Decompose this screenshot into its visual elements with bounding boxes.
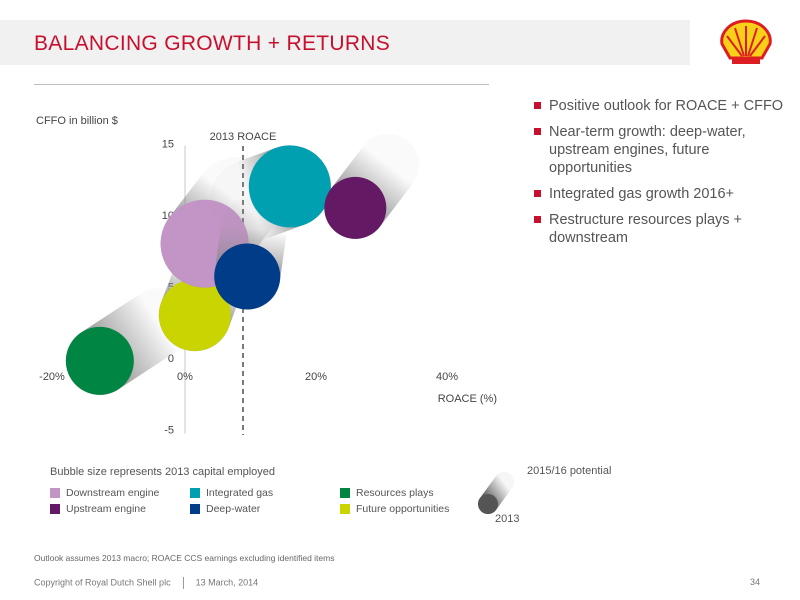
- x-axis-label: ROACE (%): [438, 393, 497, 405]
- title-rule: [34, 84, 489, 85]
- legend-label: Future opportunities: [356, 503, 450, 515]
- legend-swatch: [340, 488, 350, 498]
- legend-note: Bubble size represents 2013 capital empl…: [50, 466, 276, 478]
- y-axis-label: CFFO in billion $: [36, 115, 118, 127]
- legend-label: Downstream engine: [66, 487, 160, 499]
- date-text: 13 March, 2014: [195, 577, 259, 588]
- x-tick-label: 40%: [436, 371, 458, 383]
- bullet-square-icon: [534, 128, 541, 135]
- legend-label: Integrated gas: [206, 487, 274, 499]
- y-tick-label: 15: [162, 139, 174, 151]
- legend-swatch: [190, 504, 200, 514]
- size-key: [478, 472, 514, 514]
- legend-label: Resources plays: [356, 487, 434, 499]
- page-number: 34: [750, 577, 761, 587]
- reference-line-label: 2013 ROACE: [210, 131, 277, 143]
- data-point-bubble: [324, 176, 387, 239]
- header-band: [0, 20, 690, 65]
- legend-item: Integrated gas: [190, 486, 273, 500]
- bullet-item: Positive outlook for ROACE + CFFO: [534, 97, 784, 115]
- key-bubble: [478, 494, 498, 514]
- legend: Downstream engine Integrated gas Resources…: [50, 486, 470, 520]
- bullet-item: Integrated gas growth 2016+: [534, 185, 784, 203]
- key-label-2013: 2013: [495, 513, 520, 525]
- footer-divider: [182, 577, 184, 589]
- legend-item: Upstream engine: [50, 502, 146, 516]
- data-point-bubble: [248, 145, 331, 228]
- y-tick-label: 0: [168, 353, 174, 365]
- footnote: Outlook assumes 2013 macro; ROACE CCS ea…: [34, 553, 335, 563]
- bullet-list: Positive outlook for ROACE + CFFO Near-t…: [534, 97, 784, 255]
- legend-item: Resources plays: [340, 486, 434, 500]
- bubble-chart: CFFO in billion $151050-5-20%0%20%40%ROA…: [36, 115, 497, 437]
- bullet-item: Near-term growth: deep-water, upstream e…: [534, 123, 784, 177]
- x-tick-label: 0%: [177, 371, 193, 383]
- legend-swatch: [50, 504, 60, 514]
- bullet-square-icon: [534, 216, 541, 223]
- legend-swatch: [50, 488, 60, 498]
- copyright-text: Copyright of Royal Dutch Shell plc: [34, 577, 171, 588]
- shell-logo-icon: [720, 19, 772, 64]
- legend-item: Future opportunities: [340, 502, 449, 516]
- y-tick-label: -5: [164, 425, 174, 437]
- legend-label: Upstream engine: [66, 503, 146, 515]
- x-tick-label: 20%: [305, 371, 327, 383]
- legend-swatch: [190, 488, 200, 498]
- data-point-bubble: [158, 279, 231, 352]
- bullet-square-icon: [534, 190, 541, 197]
- key-label-potential: 2015/16 potential: [527, 465, 612, 477]
- legend-item: Deep-water: [190, 502, 260, 516]
- data-point-bubble: [214, 243, 281, 310]
- bullet-square-icon: [534, 102, 541, 109]
- page-title: BALANCING GROWTH + RETURNS: [34, 32, 391, 55]
- data-point-bubble: [65, 326, 134, 395]
- bullet-item: Restructure resources plays + downstream: [534, 211, 784, 247]
- legend-item: Downstream engine: [50, 486, 159, 500]
- legend-label: Deep-water: [206, 503, 261, 515]
- x-tick-label: -20%: [39, 371, 65, 383]
- legend-swatch: [340, 504, 350, 514]
- footer: Copyright of Royal Dutch Shell plc 13 Mar…: [34, 577, 258, 589]
